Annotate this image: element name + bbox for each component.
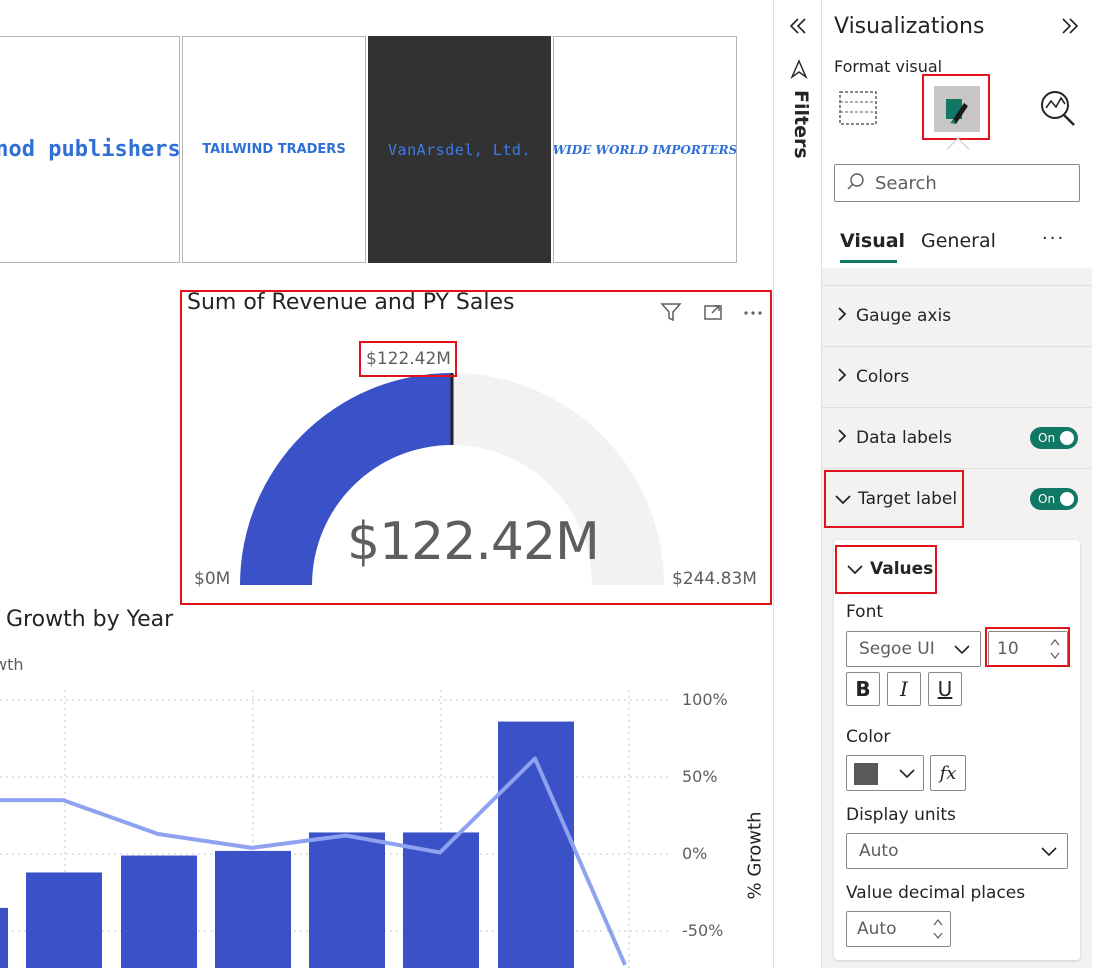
more-options-icon[interactable] — [739, 298, 767, 326]
italic-button[interactable]: I — [887, 672, 921, 706]
section-label: Data labels — [856, 428, 952, 448]
bar — [403, 832, 479, 968]
y2-axis-label: % Growth — [744, 811, 766, 900]
stepper-arrows-icon[interactable] — [1049, 636, 1061, 666]
logo-text: VanArsdel, Ltd. — [388, 140, 531, 159]
color-picker[interactable] — [846, 755, 924, 791]
bar — [26, 872, 102, 968]
chevron-right-icon — [836, 306, 848, 326]
pane-subtitle: Format visual — [834, 57, 943, 76]
chevron-down-icon[interactable] — [846, 560, 864, 579]
chevron-down-icon — [897, 764, 917, 786]
visualizations-pane: Visualizations Format visual Search Visu… — [822, 0, 1094, 968]
search-box[interactable]: Search — [834, 164, 1080, 202]
growth-chart — [0, 690, 672, 968]
chart-legend-fragment: wth — [0, 655, 24, 674]
font-family-value: Segoe UI — [859, 639, 935, 659]
filters-pane-collapsed[interactable]: Filters — [773, 0, 822, 968]
gauge-target-label: $122.42M — [366, 349, 451, 369]
analytics-icon[interactable] — [1039, 88, 1079, 132]
gauge-max-label: $244.83M — [672, 569, 757, 589]
y2-tick-label: 100% — [682, 690, 728, 709]
gauge-fill — [240, 373, 453, 585]
chevron-down-icon — [834, 490, 852, 509]
gauge-value-label: $122.42M — [347, 512, 600, 572]
stepper-arrows-icon[interactable] — [932, 916, 944, 946]
build-visual-icon[interactable] — [838, 90, 878, 130]
fx-button[interactable]: fx — [930, 755, 966, 791]
format-visual-icon[interactable] — [934, 86, 980, 132]
color-swatch — [854, 763, 878, 785]
logo-tile-wide-world-importers[interactable]: WIDE WORLD IMPORTERS — [553, 36, 737, 263]
chart-title: Growth by Year — [6, 607, 174, 632]
logo-tile-nod-publishers[interactable]: nod publishers — [0, 36, 180, 263]
values-card — [834, 540, 1080, 960]
toggle-text: On — [1038, 431, 1056, 445]
display-units-value: Auto — [859, 841, 899, 861]
filter-icon[interactable] — [657, 298, 685, 326]
logo-text: WIDE WORLD IMPORTERS — [553, 142, 737, 157]
bar — [121, 855, 197, 968]
chevron-down-icon — [1039, 842, 1059, 864]
logo-tile-tailwind-traders[interactable]: TAILWIND TRADERS — [182, 36, 366, 263]
report-canvas: nod publishers TAILWIND TRADERS VanArsde… — [0, 36, 772, 968]
search-icon — [847, 172, 865, 194]
search-placeholder: Search — [875, 172, 937, 194]
underline-button[interactable]: U — [928, 672, 962, 706]
y2-tick-label: -50% — [682, 921, 724, 940]
gauge-title: Sum of Revenue and PY Sales — [187, 290, 515, 315]
tab-general[interactable]: General — [921, 230, 996, 252]
logo-text: TAILWIND TRADERS — [202, 142, 346, 157]
expand-filters-icon[interactable] — [786, 14, 810, 42]
display-units-label: Display units — [846, 805, 956, 825]
bar — [215, 850, 291, 968]
data-labels-toggle[interactable]: On — [1030, 427, 1078, 449]
section-label: Target label — [858, 489, 958, 509]
tab-more-icon[interactable]: ··· — [1042, 228, 1066, 249]
decimal-places-label: Value decimal places — [846, 883, 1026, 903]
collapse-pane-icon[interactable] — [1058, 14, 1082, 42]
y2-tick-label: 50% — [682, 767, 718, 786]
display-units-select[interactable]: Auto — [846, 833, 1068, 869]
section-label: Gauge axis — [856, 306, 952, 326]
gauge-chart — [240, 372, 664, 585]
toggle-text: On — [1038, 492, 1056, 506]
values-card-title[interactable]: Values — [870, 559, 934, 579]
section-label: Colors — [856, 367, 910, 387]
chevron-right-icon — [836, 428, 848, 448]
section-target-label[interactable]: Target label On — [822, 468, 1092, 529]
decimal-places-value: Auto — [857, 919, 897, 939]
chevron-down-icon — [952, 640, 972, 662]
bar — [0, 907, 8, 968]
font-family-select[interactable]: Segoe UI — [846, 631, 981, 667]
decimal-places-stepper[interactable]: Auto — [846, 911, 951, 947]
section-colors[interactable]: Colors — [822, 346, 1092, 407]
section-gauge-axis[interactable]: Gauge axis — [822, 285, 1092, 346]
filters-label[interactable]: Filters — [790, 90, 812, 159]
gauge-min-label: $0M — [194, 569, 231, 589]
pane-title: Visualizations — [834, 14, 985, 39]
color-label: Color — [846, 727, 891, 747]
section-data-labels[interactable]: Data labels On — [822, 407, 1092, 468]
logo-tile-vanarsdel[interactable]: VanArsdel, Ltd. — [368, 36, 551, 263]
bar — [309, 832, 385, 968]
target-label-toggle[interactable]: On — [1030, 488, 1078, 510]
font-size-value: 10 — [997, 639, 1019, 659]
tab-visual[interactable]: Visual — [840, 230, 906, 252]
logo-text: nod publishers — [0, 137, 180, 162]
filter-funnel-icon — [789, 59, 809, 83]
chevron-right-icon — [836, 367, 848, 387]
bold-button[interactable]: B — [846, 672, 880, 706]
tab-visual-underline — [840, 260, 897, 263]
font-size-stepper[interactable]: 10 — [988, 631, 1068, 667]
y2-tick-label: 0% — [682, 844, 708, 863]
focus-mode-icon[interactable] — [699, 298, 727, 326]
growth-line — [0, 756, 627, 966]
font-label: Font — [846, 602, 884, 622]
